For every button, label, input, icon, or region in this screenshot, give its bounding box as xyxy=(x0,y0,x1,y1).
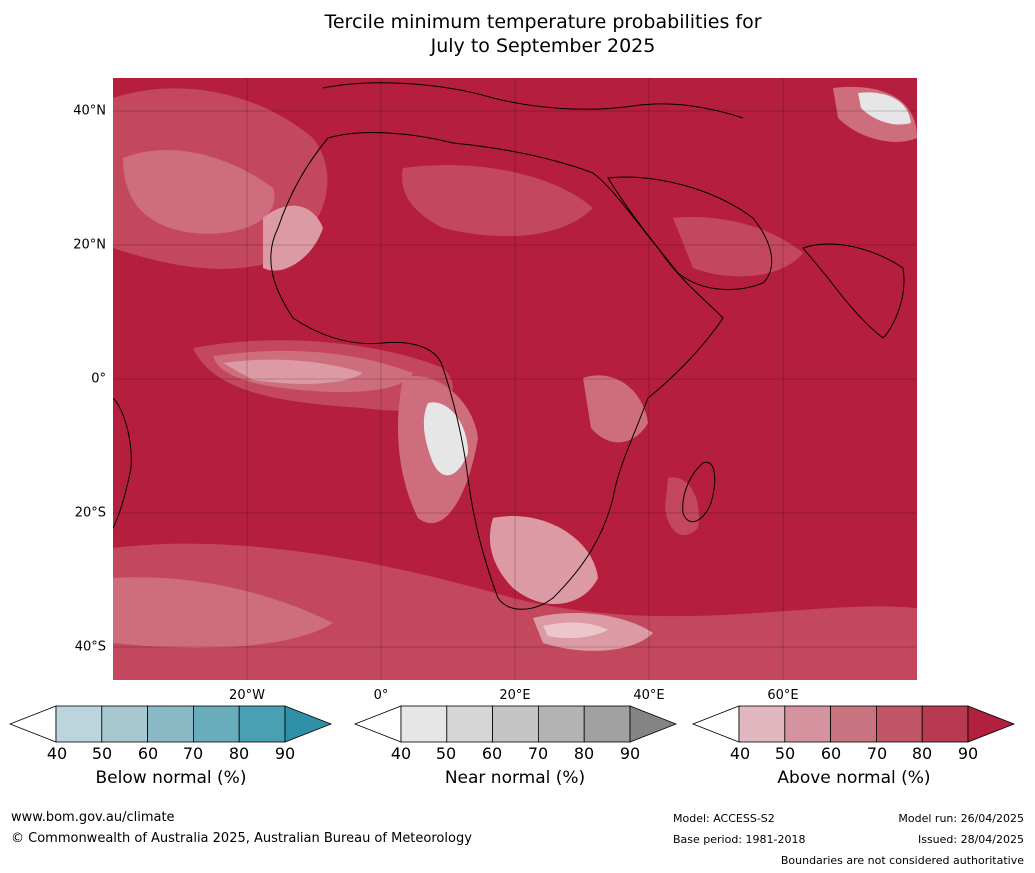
tick-below-40: 40 xyxy=(46,744,68,763)
colorbar-segment xyxy=(875,705,923,743)
colorbar-extend-low xyxy=(353,705,402,743)
tick-below-60: 60 xyxy=(137,744,159,763)
band-southern-ocean-inner xyxy=(113,577,333,648)
colorbar-near-svg xyxy=(353,705,678,743)
colorbar-above-svg xyxy=(691,705,1016,743)
band-angola-core xyxy=(423,402,468,476)
lat-label-40n: 40°N xyxy=(73,103,106,119)
colorbar-segment xyxy=(492,705,539,743)
lat-label-0: 0° xyxy=(91,371,106,387)
tick-near-50: 50 xyxy=(435,744,457,763)
colorbar-below-normal xyxy=(8,705,333,743)
tick-above-60: 60 xyxy=(820,744,842,763)
band-north-atlantic-inner xyxy=(123,149,275,234)
south-america-coast xyxy=(113,397,132,529)
tick-above-40: 40 xyxy=(729,744,751,763)
colorbar-segment xyxy=(55,705,103,743)
issued-date: Issued: 28/04/2025 xyxy=(917,833,1024,846)
tick-below-80: 80 xyxy=(228,744,250,763)
madagascar-coast xyxy=(682,461,716,523)
band-east-africa xyxy=(583,375,648,443)
model-run-date: Model run: 26/04/2025 xyxy=(898,812,1024,825)
tick-near-60: 60 xyxy=(481,744,503,763)
boundaries-disclaimer: Boundaries are not considered authoritat… xyxy=(780,854,1024,867)
colorbar-segment xyxy=(537,705,585,743)
colorbar-near-normal xyxy=(353,705,678,743)
europe-coast xyxy=(322,82,744,119)
band-arabia xyxy=(673,217,803,277)
colorbar-extend-low xyxy=(8,705,57,743)
africa-coast xyxy=(270,132,724,610)
colorbar-segment xyxy=(101,705,149,743)
lon-label-20w: 20°W xyxy=(229,688,265,703)
probability-map xyxy=(113,78,917,680)
tick-above-70: 70 xyxy=(866,744,888,763)
tick-near-80: 80 xyxy=(573,744,595,763)
colorbar-segment xyxy=(830,705,877,743)
colorbar-extend-high xyxy=(629,705,678,743)
colorbar-segment xyxy=(192,705,240,743)
band-cape-core xyxy=(543,622,608,638)
india-coast xyxy=(802,243,905,339)
colorbar-extend-high xyxy=(967,705,1016,743)
lon-label-0: 0° xyxy=(373,688,389,703)
colorbar-extend-low xyxy=(691,705,740,743)
tick-above-80: 80 xyxy=(911,744,933,763)
colorbar-label-below: Below normal (%) xyxy=(95,768,247,788)
colorbar-segment xyxy=(238,705,286,743)
band-southern-ocean xyxy=(113,543,917,680)
tick-above-50: 50 xyxy=(774,744,796,763)
colorbar-segment xyxy=(400,705,448,743)
model-name: Model: ACCESS-S2 xyxy=(673,812,775,825)
tick-above-90: 90 xyxy=(957,744,979,763)
band-tropical-core xyxy=(223,359,363,384)
tick-below-90: 90 xyxy=(274,744,296,763)
tick-near-40: 40 xyxy=(390,744,412,763)
band-himalaya-core xyxy=(858,92,911,125)
map-title: Tercile minimum temperature probabilitie… xyxy=(0,10,1035,58)
tick-below-50: 50 xyxy=(91,744,113,763)
colorbar-segment xyxy=(147,705,194,743)
base-period: Base period: 1981-2018 xyxy=(673,833,806,846)
band-madagascar xyxy=(665,477,699,536)
lat-label-40s: 40°S xyxy=(74,639,106,655)
band-sahara xyxy=(402,164,593,237)
lat-label-20s: 20°S xyxy=(74,505,106,521)
graticule xyxy=(113,78,917,680)
title-line-2: July to September 2025 xyxy=(430,35,656,57)
colorbar-below-svg xyxy=(8,705,333,743)
map-svg xyxy=(113,78,917,680)
band-canary xyxy=(263,205,323,271)
colorbar-segment xyxy=(784,705,832,743)
colorbar-above-normal xyxy=(691,705,1016,743)
arabia-coast xyxy=(607,176,773,291)
website-link[interactable]: www.bom.gov.au/climate xyxy=(11,810,175,825)
colorbar-label-near: Near normal (%) xyxy=(444,768,586,788)
colorbar-segment xyxy=(921,705,969,743)
lon-label-40e: 40°E xyxy=(633,688,665,703)
colorbar-label-above: Above normal (%) xyxy=(777,768,931,788)
lon-label-20e: 20°E xyxy=(499,688,531,703)
lon-label-60e: 60°E xyxy=(767,688,799,703)
colorbar-segment xyxy=(583,705,631,743)
colorbar-extend-high xyxy=(284,705,333,743)
copyright-notice: © Commonwealth of Australia 2025, Austra… xyxy=(11,831,472,846)
tick-near-70: 70 xyxy=(527,744,549,763)
probability-bands xyxy=(113,86,917,680)
title-line-1: Tercile minimum temperature probabilitie… xyxy=(324,11,762,33)
colorbar-segment xyxy=(738,705,786,743)
band-south-africa xyxy=(489,516,598,605)
tick-below-70: 70 xyxy=(182,744,204,763)
tick-near-90: 90 xyxy=(619,744,641,763)
colorbar-segment xyxy=(446,705,494,743)
coastlines xyxy=(113,82,905,610)
lat-label-20n: 20°N xyxy=(73,237,106,253)
